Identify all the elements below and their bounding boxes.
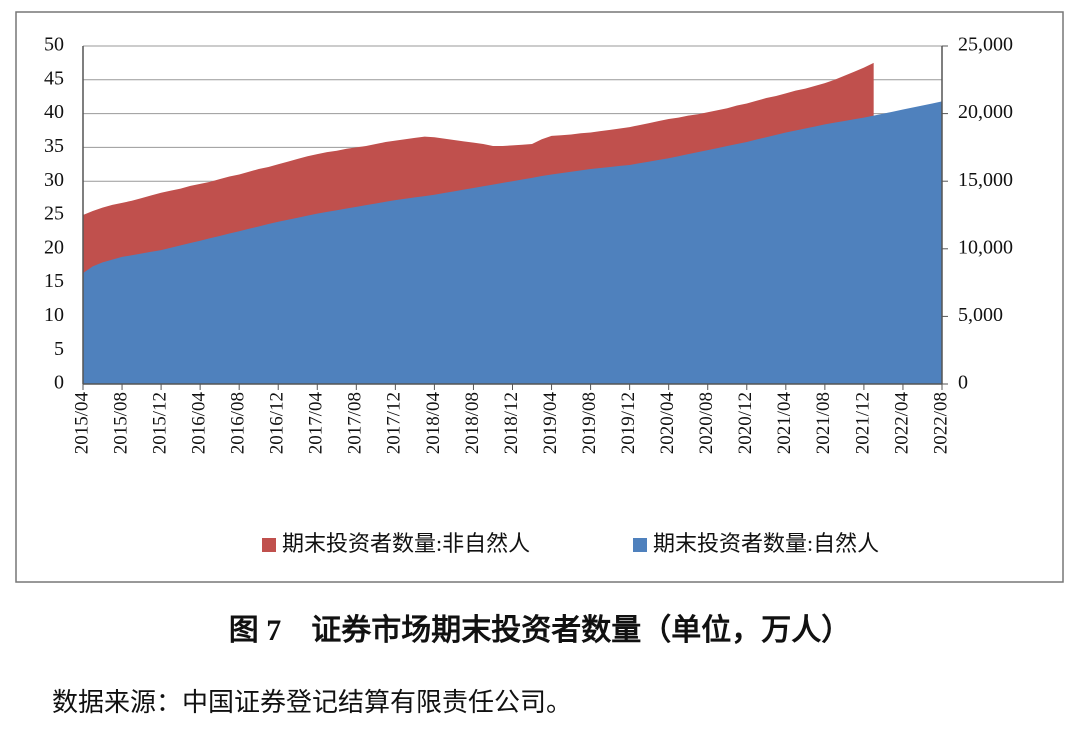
x-tick-label: 2015/04 [71, 392, 92, 455]
y2-tick-label: 5,000 [958, 304, 1003, 326]
x-tick-label: 2019/04 [540, 392, 561, 455]
x-tick-label: 2021/08 [813, 392, 834, 454]
y2-tick-label: 25,000 [958, 34, 1013, 56]
x-tick-label: 2016/04 [188, 392, 209, 455]
y-tick-label: 10 [44, 304, 64, 326]
x-tick-label: 2020/12 [735, 392, 756, 454]
y-tick-label: 50 [44, 34, 64, 56]
y-tick-label: 45 [44, 67, 64, 89]
legend-label: 期末投资者数量:自然人 [653, 531, 879, 556]
y2-tick-label: 0 [958, 372, 968, 394]
area [83, 101, 942, 384]
y-tick-label: 20 [44, 236, 64, 258]
y-tick-label: 0 [54, 372, 64, 394]
y-tick-label: 30 [44, 169, 64, 191]
x-tick-label: 2016/12 [267, 392, 288, 454]
x-tick-label: 2019/12 [618, 392, 639, 454]
x-tick-label: 2015/12 [149, 392, 170, 454]
x-tick-label: 2021/12 [852, 392, 873, 454]
x-tick-label: 2021/04 [774, 392, 795, 455]
y-tick-label: 35 [44, 135, 64, 157]
x-tick-label: 2020/04 [657, 392, 678, 455]
x-tick-label: 2018/08 [462, 392, 483, 454]
x-tick-label: 2022/04 [891, 392, 912, 455]
figure-caption: 图 7 证券市场期末投资者数量（单位，万人） [229, 613, 852, 647]
y-tick-label: 40 [44, 101, 64, 123]
x-tick-label: 2019/08 [579, 392, 600, 454]
x-tick-label: 2017/12 [384, 392, 405, 454]
y-tick-label: 15 [44, 270, 64, 292]
x-tick-label: 2017/04 [306, 392, 327, 455]
x-tick-label: 2016/08 [228, 392, 249, 454]
source-note: 数据来源：中国证券登记结算有限责任公司。 [52, 688, 572, 717]
y2-tick-label: 15,000 [958, 169, 1013, 191]
y-tick-label: 5 [54, 338, 64, 360]
x-tick-label: 2018/12 [501, 392, 522, 454]
legend-swatch [262, 538, 276, 552]
y2-tick-label: 20,000 [958, 101, 1013, 123]
x-tick-label: 2018/04 [423, 392, 444, 455]
y-tick-label: 25 [44, 203, 64, 225]
x-tick-label: 2020/08 [696, 392, 717, 454]
x-tick-label: 2017/08 [345, 392, 366, 454]
legend-label: 期末投资者数量:非自然人 [282, 531, 530, 556]
chart-frame [15, 11, 1064, 583]
x-tick-label: 2015/08 [110, 392, 131, 454]
y2-tick-label: 10,000 [958, 236, 1013, 258]
legend-swatch [633, 538, 647, 552]
x-tick-label: 2022/08 [930, 392, 951, 454]
